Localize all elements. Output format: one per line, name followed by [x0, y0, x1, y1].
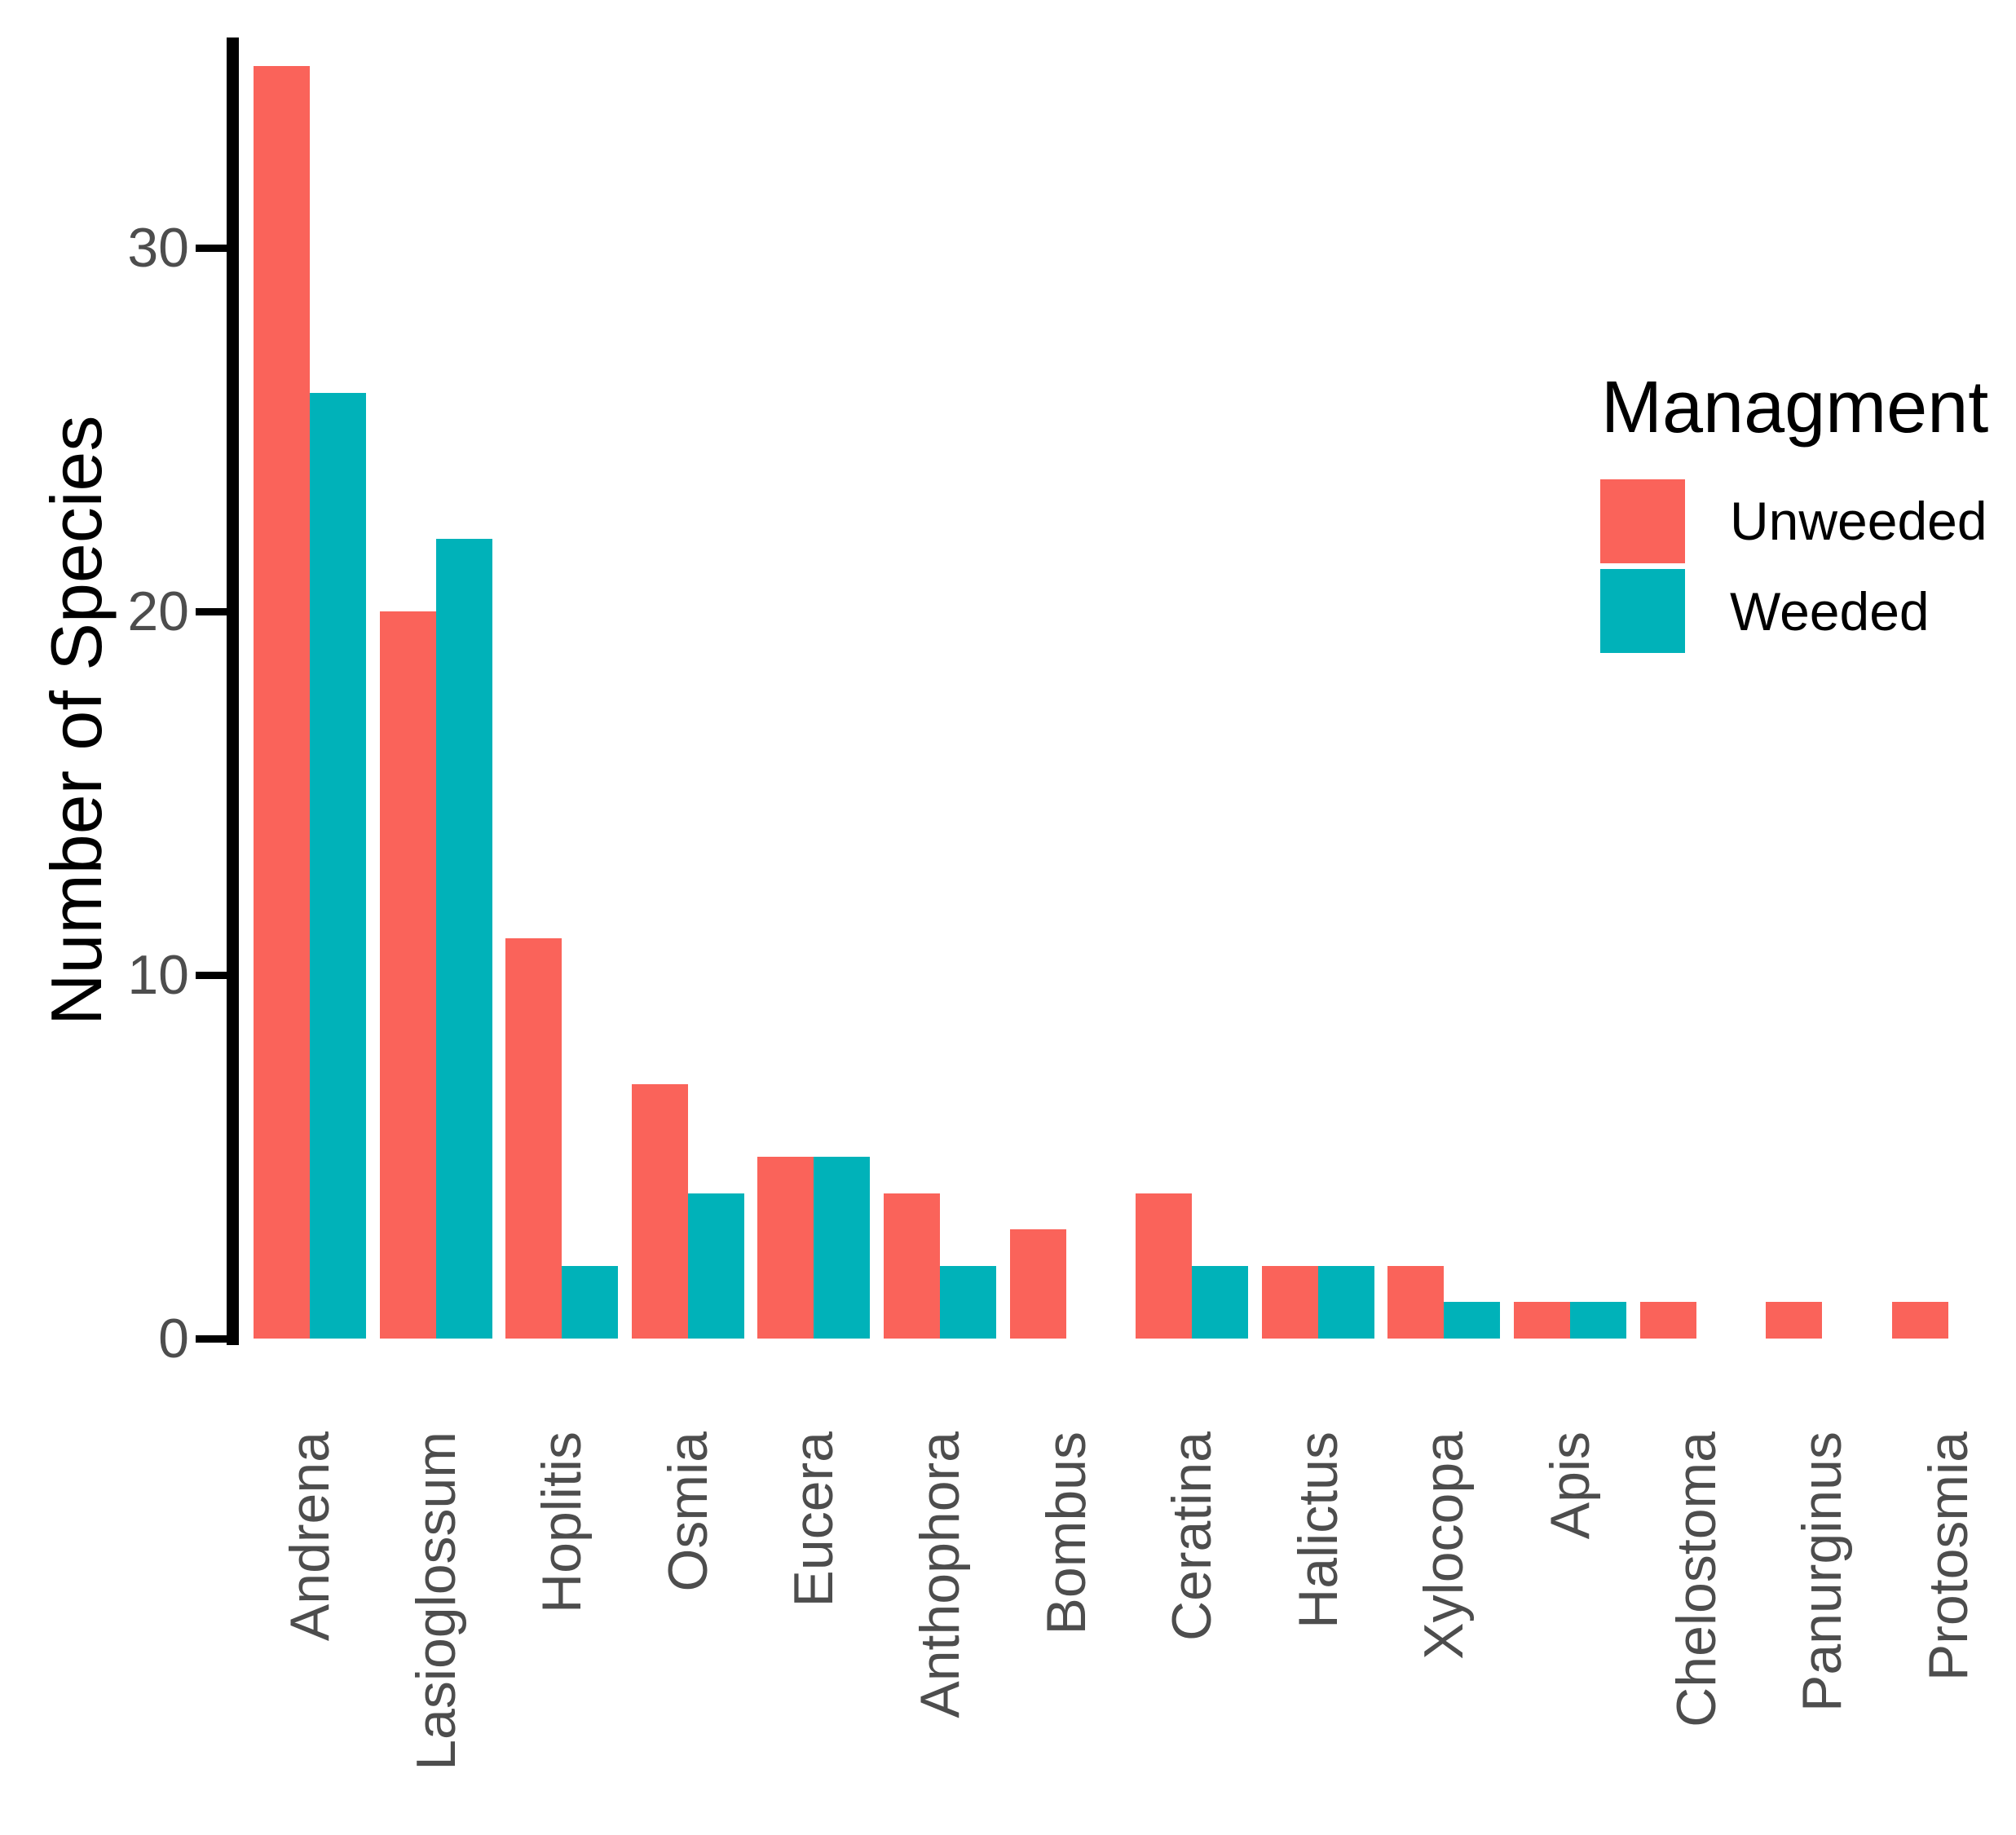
- bar-unweeded-chelostoma: [1639, 1302, 1696, 1339]
- x-axis-label-apis: Apis: [1539, 1431, 1601, 1540]
- x-axis-label-ceratina: Ceratina: [1161, 1431, 1224, 1642]
- x-axis-label-lasioglossum: Lasioglossum: [404, 1431, 467, 1771]
- x-axis-label-eucera: Eucera: [783, 1431, 845, 1608]
- legend-key-weeded: [1600, 569, 1685, 653]
- legend-key-unweeded: [1600, 479, 1685, 563]
- y-tick-mark: [196, 1334, 227, 1343]
- legend-title: Managment: [1601, 367, 1989, 448]
- bar-weeded-xylocopa: [1444, 1302, 1501, 1339]
- x-axis-label-anthophora: Anthophora: [909, 1431, 971, 1718]
- x-axis-label-chelostoma: Chelostoma: [1665, 1431, 1727, 1727]
- x-axis-label-halictus: Halictus: [1286, 1431, 1349, 1629]
- bar-unweeded-panurginus: [1766, 1302, 1823, 1339]
- bar-unweeded-lasioglossum: [379, 611, 436, 1339]
- y-axis-line: [227, 37, 239, 1345]
- bar-weeded-eucera: [814, 1157, 871, 1339]
- bar-unweeded-bombus: [1009, 1229, 1066, 1339]
- legend-label-weeded: Weeded: [1730, 581, 1930, 642]
- y-tick-label: 30: [127, 217, 189, 279]
- y-axis-title: Number of Species: [36, 415, 117, 1026]
- x-axis-label-andrena: Andrena: [279, 1431, 341, 1642]
- bar-unweeded-anthophora: [884, 1193, 940, 1339]
- bar-unweeded-halictus: [1261, 1265, 1318, 1339]
- bar-unweeded-andrena: [254, 66, 310, 1339]
- bar-weeded-halictus: [1317, 1265, 1374, 1339]
- x-axis-label-panurginus: Panurginus: [1791, 1431, 1854, 1713]
- legend-label-unweeded: Unweeded: [1730, 491, 1987, 551]
- y-tick-label: 20: [127, 580, 189, 642]
- y-tick-mark: [196, 607, 227, 615]
- y-tick-mark: [196, 971, 227, 979]
- x-axis-label-xylocopa: Xylocopa: [1413, 1431, 1476, 1660]
- bar-unweeded-ceratina: [1136, 1193, 1193, 1339]
- x-axis-label-bombus: Bombus: [1034, 1431, 1097, 1635]
- bar-unweeded-apis: [1514, 1302, 1570, 1339]
- bar-weeded-anthophora: [940, 1265, 996, 1339]
- y-tick-label: 0: [158, 1308, 189, 1370]
- bar-weeded-osmia: [687, 1193, 744, 1339]
- bar-unweeded-osmia: [631, 1083, 688, 1339]
- bar-unweeded-xylocopa: [1387, 1265, 1445, 1339]
- bar-weeded-ceratina: [1192, 1265, 1249, 1339]
- x-axis-label-hoplitis: Hoplitis: [531, 1431, 593, 1613]
- bar-weeded-andrena: [310, 393, 366, 1339]
- x-axis-label-protosmia: Protosmia: [1917, 1431, 1979, 1682]
- bar-weeded-lasioglossum: [435, 538, 492, 1339]
- bar-unweeded-protosmia: [1891, 1302, 1948, 1339]
- bar-weeded-hoplitis: [562, 1265, 619, 1339]
- bar-unweeded-eucera: [757, 1157, 814, 1339]
- y-tick-mark: [196, 244, 227, 252]
- bar-unweeded-hoplitis: [505, 938, 562, 1339]
- bar-weeded-apis: [1570, 1302, 1626, 1339]
- y-tick-label: 10: [127, 944, 189, 1006]
- x-axis-label-osmia: Osmia: [656, 1431, 719, 1592]
